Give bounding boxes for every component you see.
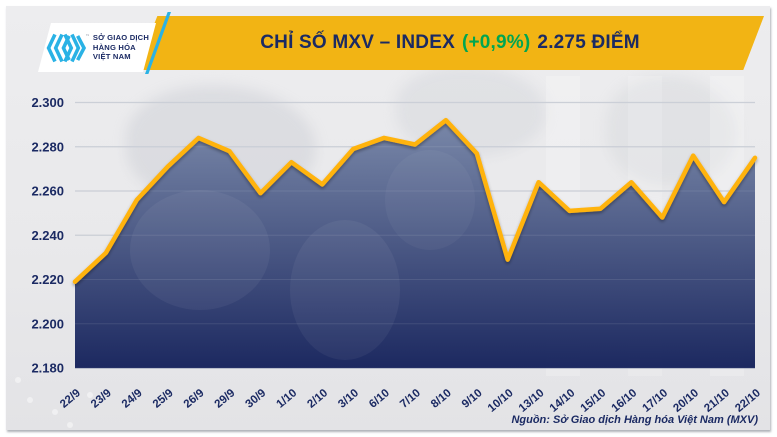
y-tick-label: 2.260 <box>31 184 64 199</box>
x-tick-label: 2/10 <box>305 387 330 411</box>
mxv-logo-icon: ™ <box>46 33 89 62</box>
y-tick-label: 2.180 <box>31 361 64 376</box>
x-tick-label: 26/9 <box>182 387 207 411</box>
x-tick-label: 15/10 <box>579 387 609 415</box>
x-tick-label: 13/10 <box>517 387 547 415</box>
network-dot-icon <box>27 397 33 403</box>
title-change-badge: (+0,9%) <box>461 32 531 53</box>
logo-text: SỞ GIAO DỊCH HÀNG HÓA VIỆT NAM <box>93 33 149 61</box>
background-map <box>385 150 475 250</box>
x-tick-label: 9/10 <box>460 387 485 411</box>
y-tick-label: 2.280 <box>31 139 64 154</box>
logo-line-2: HÀNG HÓA <box>92 42 136 52</box>
x-tick-label: 23/9 <box>89 387 114 411</box>
x-tick-label: 22/9 <box>58 387 83 411</box>
logo-line-1: SỞ GIAO DỊCH <box>92 33 150 43</box>
title-value: 2.275 ĐIỂM <box>537 32 640 53</box>
network-dot-icon <box>87 392 93 398</box>
x-tick-label: 25/9 <box>151 387 176 411</box>
background-map <box>290 220 400 360</box>
x-tick-label: 24/9 <box>120 387 145 411</box>
network-dot-icon <box>67 422 73 428</box>
x-tick-label: 30/9 <box>244 387 269 411</box>
logo-plate: ™ SỞ GIAO DỊCH HÀNG HÓA VIỆT NAM <box>38 23 156 72</box>
title-banner: CHỈ SỐ MXV – INDEX (+0,9%) 2.275 ĐIỂM <box>136 16 764 70</box>
logo-line-3: VIỆT NAM <box>92 52 131 62</box>
x-tick-label: 10/10 <box>486 387 516 415</box>
x-tick-label: 1/10 <box>274 387 299 411</box>
index-line <box>72 117 758 284</box>
chart-card: CHỈ SỐ MXV – INDEX (+0,9%) 2.275 ĐIỂM ™ … <box>6 6 770 430</box>
x-tick-label: 22/10 <box>733 387 763 415</box>
x-tick-label: 7/10 <box>398 387 423 411</box>
x-tick-label: 17/10 <box>640 387 670 415</box>
y-tick-label: 2.240 <box>31 228 64 243</box>
x-tick-label: 3/10 <box>336 387 361 411</box>
x-tick-label: 29/9 <box>213 387 238 411</box>
source-note: Nguồn: Sở Giao dịch Hàng hóa Việt Nam (M… <box>511 414 758 426</box>
x-tick-label: 14/10 <box>548 387 578 415</box>
y-tick-label: 2.200 <box>31 316 64 331</box>
x-tick-label: 20/10 <box>671 387 701 415</box>
y-tick-label: 2.220 <box>31 272 64 287</box>
network-dot-icon <box>52 409 58 415</box>
trademark-icon: ™ <box>85 33 89 39</box>
index-area-chart: 2.180 2.200 2.220 2.240 2.260 2.280 2.300 22/9 2… <box>6 6 770 430</box>
x-tick-label: 21/10 <box>702 387 732 415</box>
x-tick-label: 8/10 <box>429 387 454 411</box>
background-map <box>130 190 270 310</box>
area-fill <box>75 120 755 368</box>
y-tick-label: 2.300 <box>31 95 64 110</box>
header: CHỈ SỐ MXV – INDEX (+0,9%) 2.275 ĐIỂM ™ … <box>6 6 770 86</box>
title-main: CHỈ SỐ MXV – INDEX <box>260 32 455 53</box>
x-tick-label: 6/10 <box>367 387 392 411</box>
network-dot-icon <box>15 377 21 383</box>
x-tick-label: 16/10 <box>610 387 640 415</box>
